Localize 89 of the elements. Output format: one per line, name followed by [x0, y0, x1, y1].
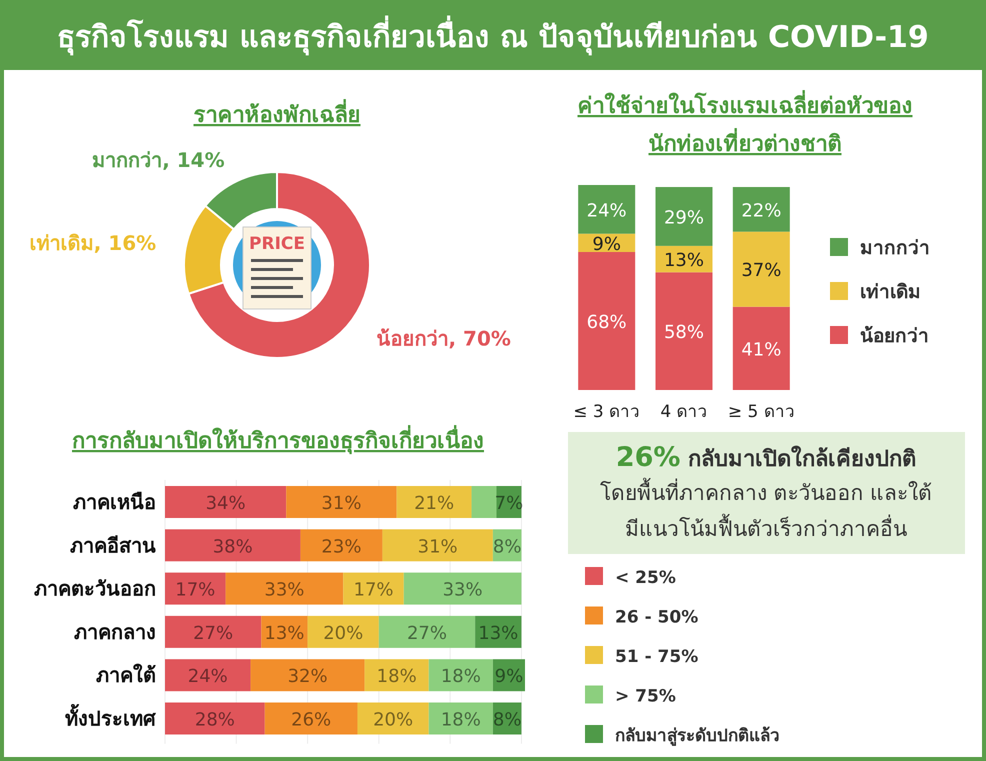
data-label: 17%	[175, 580, 216, 601]
bar	[656, 187, 712, 246]
data-label: 13%	[264, 622, 304, 644]
data-label: 21%	[414, 493, 454, 514]
text: 26% กลับมาเปิดใกล้เคียงปกติ	[616, 442, 916, 473]
data-label: 26%	[291, 710, 332, 730]
y-tick-label: ทั้งประเทศ	[65, 704, 157, 730]
bar	[378, 616, 476, 648]
slice-label: มากกว่า, 14%	[92, 148, 225, 172]
data-label: 20%	[323, 622, 364, 644]
y-tick-label: ภาคอีสาน	[70, 533, 156, 558]
data-label: 20%	[373, 710, 414, 730]
chart-title: การกลับมาเปิดให้บริการของธุรกิจเกี่ยวเนื่อง	[72, 424, 484, 455]
bar	[578, 185, 636, 234]
data-label: 68%	[586, 312, 627, 333]
bar	[578, 252, 636, 390]
legend-label: > 75%	[615, 686, 676, 706]
bar	[165, 486, 286, 518]
bar	[357, 702, 429, 734]
data-label: 18%	[440, 666, 481, 688]
bar	[656, 272, 712, 390]
x-tick-label: ≥ 5 ดาว	[728, 402, 795, 422]
legend-label: กลับมาสู่ระดับปกติแล้ว	[615, 726, 780, 747]
bar	[343, 572, 404, 605]
data-label: 31%	[321, 493, 362, 514]
x-tick-label: ≤ 3 ดาว	[573, 402, 640, 422]
text: ธุรกิจโรงแรม และธุรกิจเกี่ยวเนื่อง ณ ปัจจุบันเทียบก่อน COVID-19	[57, 15, 929, 56]
data-label: 27%	[406, 622, 447, 644]
data-label: 58%	[664, 322, 704, 344]
text: โดยพื้นที่ภาคกลาง ตะวันออก และใต้	[600, 478, 932, 505]
bar	[364, 659, 429, 692]
legend-label: < 25%	[615, 568, 676, 588]
bar	[286, 486, 397, 518]
legend-label: เท่าเดิม	[860, 281, 921, 303]
y-tick-label: ภาคกลาง	[74, 620, 156, 644]
slice-label: เท่าเดิม, 16%	[30, 230, 156, 255]
bar	[382, 529, 493, 562]
data-label: 24%	[188, 666, 228, 688]
bar	[308, 616, 379, 648]
data-label: 37%	[741, 260, 782, 282]
data-label: 31%	[418, 536, 458, 558]
data-label: 17%	[354, 580, 394, 601]
bar	[250, 659, 365, 692]
data-label: 33%	[442, 580, 483, 601]
legend-label: 51 - 75%	[615, 647, 698, 667]
legend-label: 26 - 50%	[615, 608, 698, 628]
y-tick-label: ภาคเหนือ	[73, 490, 156, 514]
data-label: 9%	[592, 234, 621, 255]
bar	[732, 187, 790, 232]
bar	[396, 486, 472, 518]
slice-label: น้อยกว่า, 70%	[376, 326, 511, 350]
data-label: 28%	[194, 710, 235, 730]
bar	[165, 572, 226, 605]
data-label: 38%	[212, 536, 253, 558]
bar	[264, 702, 358, 734]
data-label: 22%	[741, 200, 782, 222]
data-label: 13%	[478, 622, 518, 644]
bar	[472, 486, 496, 518]
data-label: 33%	[264, 580, 304, 601]
text: มีแนวโน้มฟื้นตัวเร็วกว่าภาคอื่น	[625, 514, 907, 541]
data-label: 23%	[321, 536, 362, 558]
bar	[165, 702, 265, 734]
chart-title: ราคาห้องพักเฉลี่ย	[194, 98, 360, 128]
bar	[732, 306, 790, 390]
data-label: 29%	[664, 207, 704, 228]
x-tick-label: 4 ดาว	[660, 402, 708, 422]
data-label: 18%	[440, 710, 481, 730]
legend-label: มากกว่า	[860, 237, 930, 259]
legend-label: น้อยกว่า	[860, 325, 929, 347]
bar	[165, 659, 251, 692]
chart-title: ค่าใช้จ่ายในโรงแรมเฉลี่ยต่อหัวของ นักท่องเที่ยวต่างชาติ	[578, 89, 912, 157]
data-label: 18%	[376, 666, 417, 688]
data-label: 32%	[288, 666, 328, 688]
bar	[165, 616, 262, 648]
data-label: 8%	[492, 536, 522, 558]
data-label: 24%	[586, 200, 627, 222]
bar	[732, 232, 790, 307]
y-tick-label: ภาคใต้	[96, 663, 156, 688]
data-label: 41%	[741, 339, 782, 360]
bar	[300, 529, 382, 562]
bar	[404, 572, 522, 605]
data-label: 34%	[206, 493, 246, 514]
data-label: 9%	[494, 666, 524, 688]
data-label: 13%	[664, 250, 704, 272]
data-label: 27%	[193, 622, 234, 644]
bar	[165, 529, 300, 562]
data-label: 8%	[492, 710, 522, 730]
y-tick-label: ภาคตะวันออก	[34, 576, 156, 601]
bar	[226, 572, 344, 605]
